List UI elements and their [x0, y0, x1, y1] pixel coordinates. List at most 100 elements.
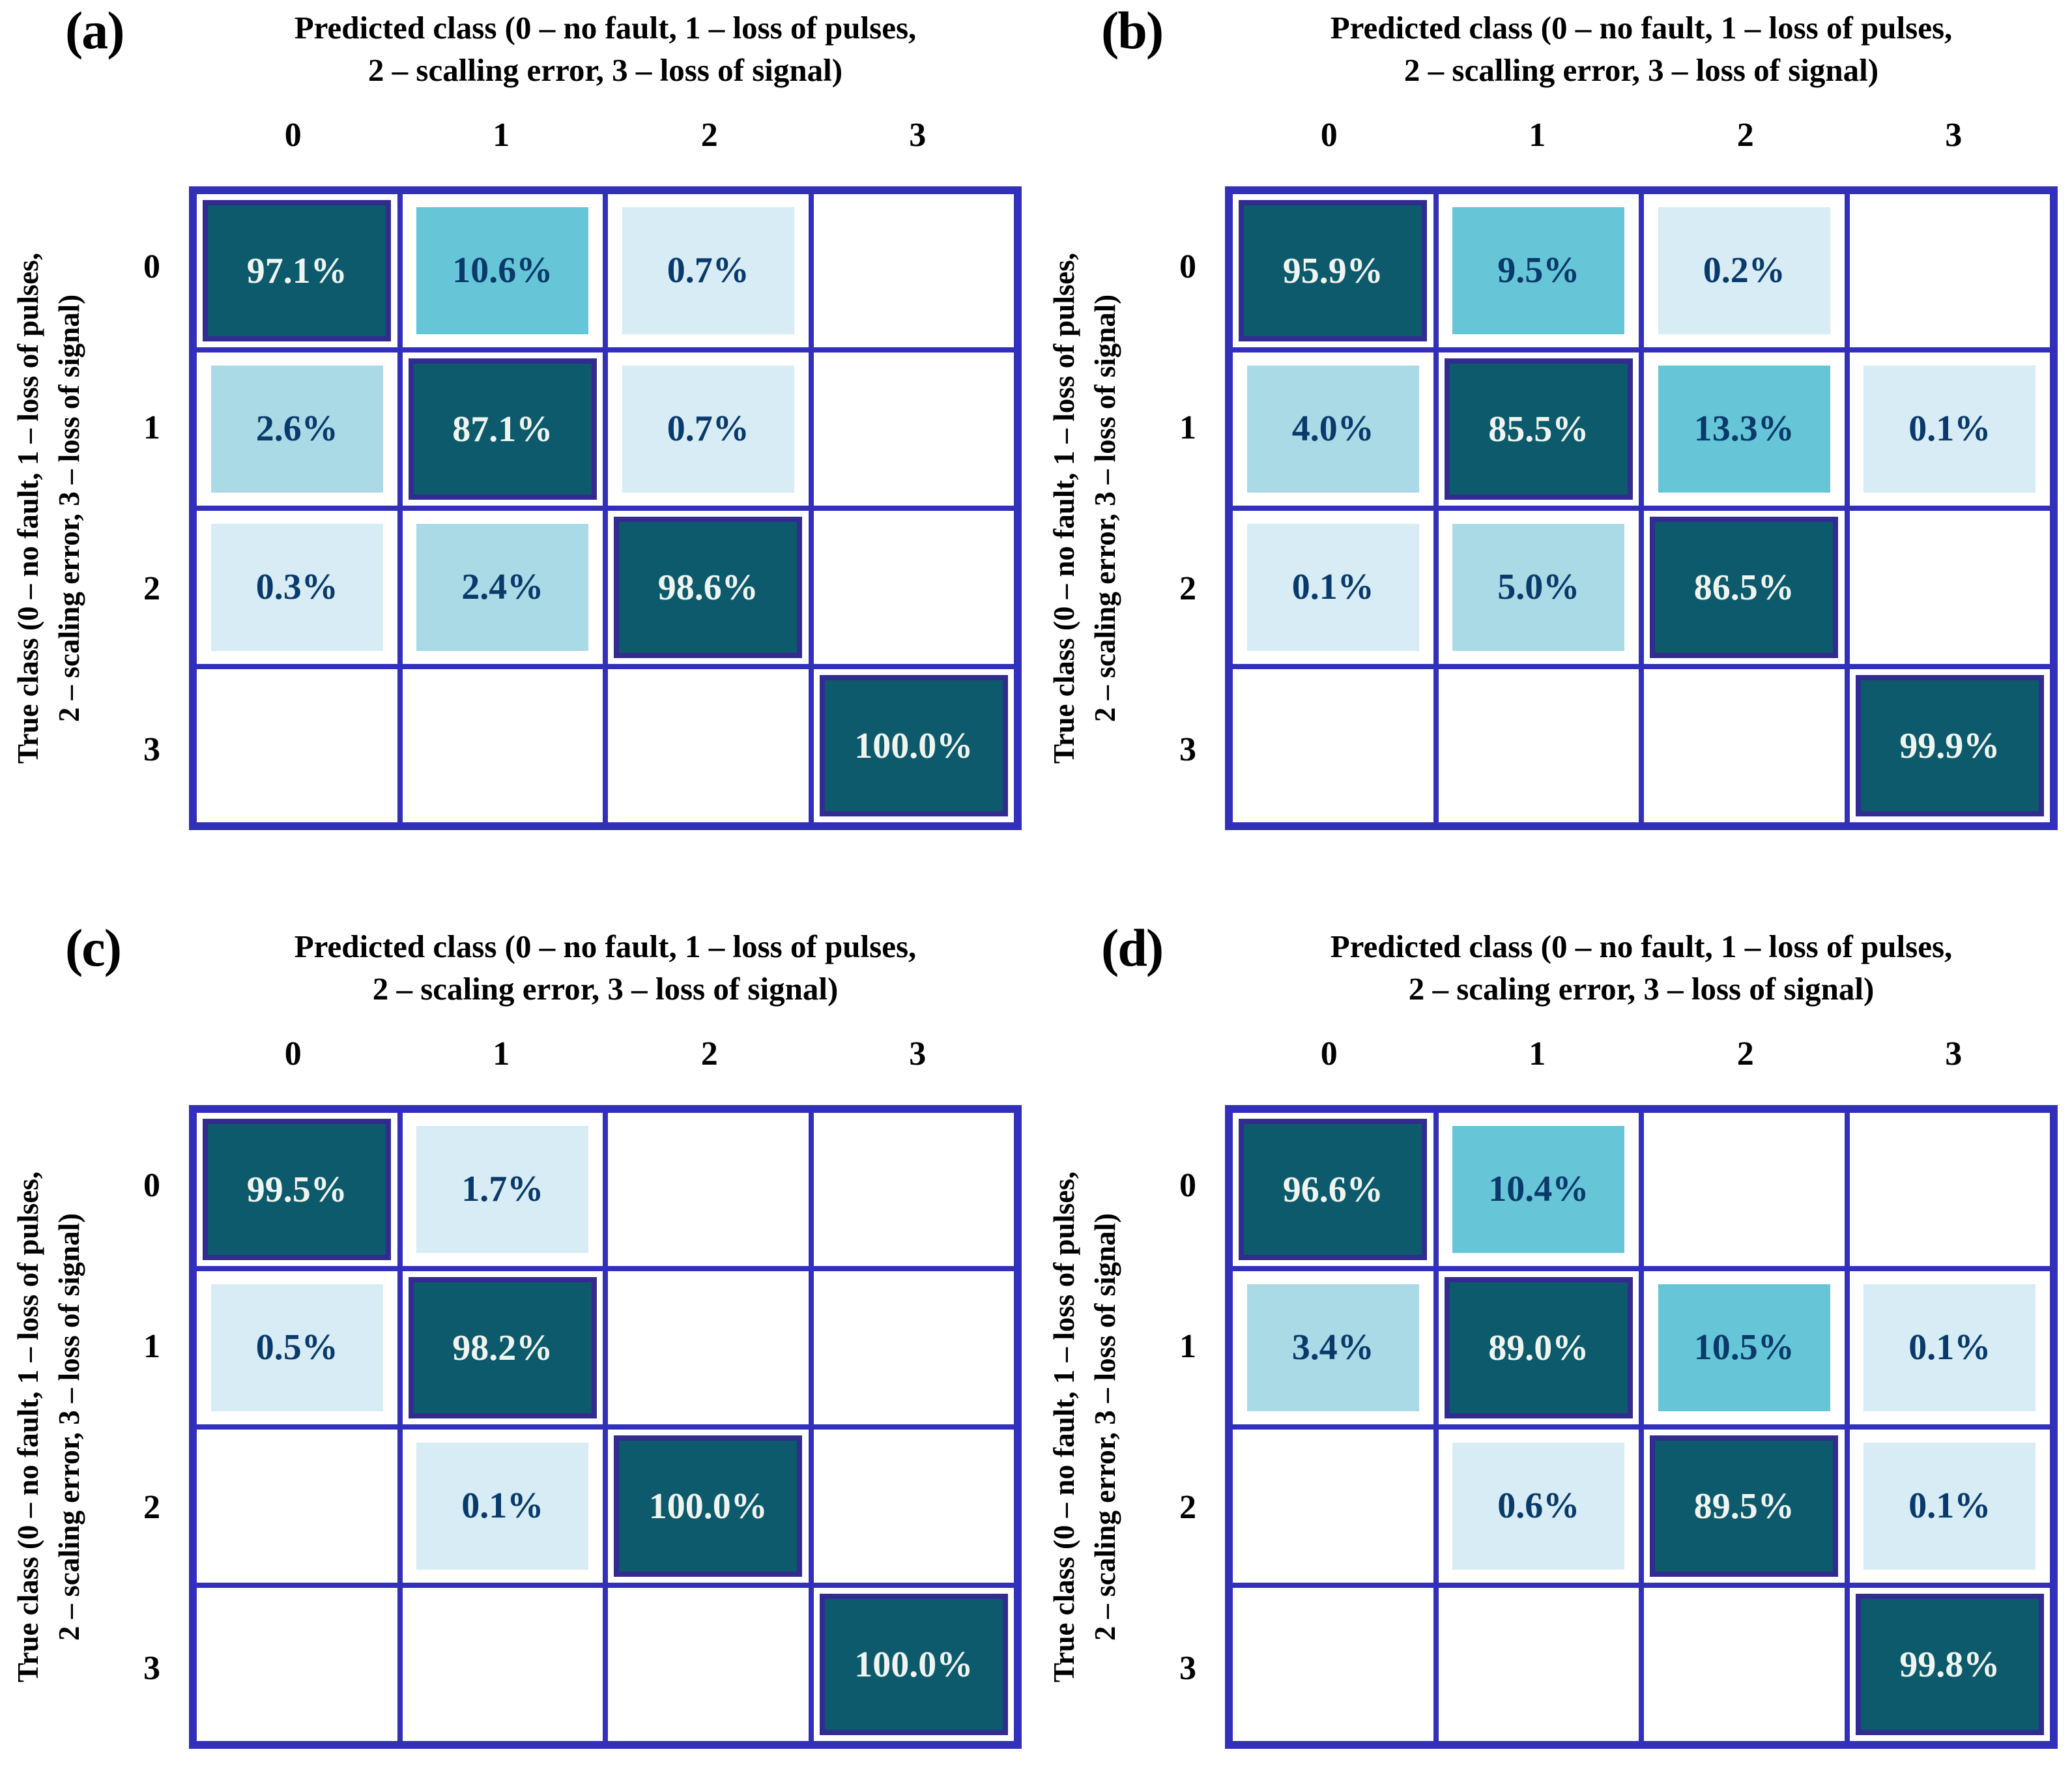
matrix-cell-r0c0: 97.1% [194, 192, 400, 350]
matrix-cell-value: 4.0% [1246, 365, 1419, 493]
x-axis-title-line1: Predicted class (0 – no fault, 1 – loss … [1330, 928, 1953, 964]
confusion-matrix-panel-b: (b) Predicted class (0 – no fault, 1 – l… [1036, 0, 2072, 870]
matrix-cell-value: 0.1% [1863, 1442, 2036, 1570]
matrix-cell-r1c1: 85.5% [1435, 350, 1641, 508]
y-axis-title-line1: True class (0 – no fault, 1 – loss of pu… [1048, 252, 1080, 764]
x-axis-title: Predicted class (0 – no fault, 1 – loss … [189, 0, 1022, 116]
column-tick-labels: 0 1 2 3 [189, 1035, 1022, 1105]
confusion-matrix-grid: 95.9% 9.5% 0.2% 4.0% 85.5% 13.3% 0.1% 0.1% 5.0% 8… [1225, 186, 2058, 830]
matrix-cell-value: 100.0% [614, 1435, 803, 1577]
row-tick-label: 2 [1179, 570, 1196, 607]
matrix-cell-r0c3 [811, 192, 1016, 350]
row-tick-label: 3 [143, 1650, 160, 1687]
matrix-cell-r2c0: 0.3% [194, 508, 400, 667]
x-axis-title: Predicted class (0 – no fault, 1 – loss … [1225, 919, 2058, 1035]
confusion-matrix-grid: 96.6% 10.4% 3.4% 89.0% 10.5% 0.1% 0.6% 89.5% 0.1… [1225, 1105, 2058, 1749]
matrix-cell-value: 10.5% [1658, 1284, 1830, 1412]
y-axis-title: True class (0 – no fault, 1 – loss of pu… [0, 186, 98, 830]
matrix-cell-r3c0 [194, 667, 400, 825]
matrix-cell-r2c3 [1847, 508, 2052, 667]
matrix-cell-value: 0.2% [1658, 207, 1830, 335]
col-tick-label: 1 [493, 117, 510, 154]
matrix-cell-r0c3 [1847, 192, 2052, 350]
matrix-cell-r1c0: 0.5% [194, 1269, 400, 1427]
matrix-cell-value: 87.1% [408, 358, 597, 500]
matrix-cell-value: 0.1% [1863, 1284, 2036, 1412]
matrix-cell-r2c3: 0.1% [1847, 1427, 2052, 1585]
column-tick-labels: 0 1 2 3 [1225, 1035, 2058, 1105]
matrix-cell-value: 10.4% [1452, 1125, 1625, 1254]
y-axis-title-line2: 2 – scaling error, 3 – loss of signal) [53, 1213, 85, 1641]
x-axis-title-line2: 2 – scalling error, 3 – loss of signal) [367, 52, 843, 89]
matrix-cell-value: 97.1% [203, 200, 392, 341]
row-tick-label: 0 [143, 1167, 160, 1204]
matrix-cell-value: 86.5% [1650, 517, 1839, 658]
matrix-cell-value: 0.1% [1863, 365, 2036, 493]
row-tick-labels: 0 1 2 3 [1134, 186, 1225, 830]
col-tick-label: 0 [284, 1035, 302, 1072]
matrix-cell-r3c0 [1230, 1585, 1436, 1744]
row-tick-label: 0 [1179, 1167, 1196, 1204]
matrix-cell-r3c0 [1230, 667, 1436, 825]
row-tick-label: 3 [143, 731, 160, 768]
matrix-cell-r2c2: 89.5% [1641, 1427, 1847, 1585]
matrix-cell-r1c3: 0.1% [1847, 1269, 2052, 1427]
matrix-cell-r3c2 [605, 1585, 811, 1744]
matrix-cell-value: 0.1% [416, 1442, 589, 1570]
matrix-cell-r3c3: 100.0% [811, 1585, 1016, 1744]
matrix-cell-r1c2: 0.7% [605, 350, 811, 508]
matrix-cell-r3c1 [1435, 1585, 1641, 1744]
col-tick-label: 2 [1736, 1035, 1754, 1072]
matrix-cell-r1c2: 10.5% [1641, 1269, 1847, 1427]
matrix-cell-r0c3 [1847, 1110, 2052, 1269]
row-tick-label: 2 [143, 570, 160, 607]
matrix-cell-value: 5.0% [1452, 523, 1625, 652]
matrix-cell-value: 89.5% [1650, 1435, 1839, 1577]
column-tick-labels: 0 1 2 3 [189, 116, 1022, 186]
matrix-cell-r2c1: 0.6% [1435, 1427, 1641, 1585]
x-axis-title: Predicted class (0 – no fault, 1 – loss … [1225, 0, 2058, 116]
matrix-cell-r3c0 [194, 1585, 400, 1744]
col-tick-label: 3 [909, 117, 927, 154]
y-axis-title-line1: True class (0 – no fault, 1 – loss of pu… [12, 252, 44, 764]
matrix-cell-r3c2 [605, 667, 811, 825]
y-axis-title-text: True class (0 – no fault, 1 – loss of pu… [8, 253, 90, 764]
y-axis-title-text: True class (0 – no fault, 1 – loss of pu… [8, 1172, 90, 1682]
row-tick-labels: 0 1 2 3 [1134, 1105, 1225, 1749]
row-tick-label: 1 [143, 1328, 160, 1365]
matrix-cell-r0c0: 96.6% [1230, 1110, 1436, 1269]
matrix-cell-value: 85.5% [1444, 358, 1633, 500]
col-tick-label: 2 [700, 1035, 718, 1072]
col-tick-label: 0 [1320, 1035, 1338, 1072]
matrix-cell-value: 3.4% [1246, 1284, 1419, 1412]
matrix-cell-r1c1: 87.1% [399, 350, 605, 508]
matrix-cell-value: 95.9% [1239, 200, 1428, 341]
matrix-cell-r0c1: 9.5% [1435, 192, 1641, 350]
col-tick-label: 3 [909, 1035, 927, 1072]
matrix-cell-r2c3 [811, 508, 1016, 667]
matrix-cell-r1c3: 0.1% [1847, 350, 2052, 508]
row-tick-label: 2 [143, 1489, 160, 1526]
matrix-cell-r0c2: 0.7% [605, 192, 811, 350]
matrix-cell-r0c2: 0.2% [1641, 192, 1847, 350]
matrix-cell-r0c1: 1.7% [399, 1110, 605, 1269]
y-axis-title-line2: 2 – scaling error, 3 – loss of signal) [1089, 1213, 1121, 1641]
matrix-cell-value: 99.9% [1855, 675, 2044, 816]
matrix-cell-value: 0.3% [210, 523, 383, 652]
matrix-cell-r3c1 [399, 667, 605, 825]
matrix-cell-r2c2: 98.6% [605, 508, 811, 667]
confusion-matrix-panel-c: (c) Predicted class (0 – no fault, 1 – l… [0, 870, 1036, 1784]
matrix-cell-value: 99.8% [1855, 1594, 2044, 1735]
matrix-cell-r2c1: 2.4% [399, 508, 605, 667]
row-tick-labels: 0 1 2 3 [98, 186, 189, 830]
matrix-cell-r0c1: 10.4% [1435, 1110, 1641, 1269]
matrix-cell-r1c0: 2.6% [194, 350, 400, 508]
col-tick-label: 1 [493, 1035, 510, 1072]
col-tick-label: 3 [1945, 1035, 1963, 1072]
matrix-cell-r3c2 [1641, 667, 1847, 825]
row-tick-label: 0 [1179, 248, 1196, 285]
matrix-cell-r3c1 [399, 1585, 605, 1744]
confusion-matrix-panel-a: (a) Predicted class (0 – no fault, 1 – l… [0, 0, 1036, 870]
matrix-cell-value: 10.6% [416, 207, 589, 335]
row-tick-labels: 0 1 2 3 [98, 1105, 189, 1749]
